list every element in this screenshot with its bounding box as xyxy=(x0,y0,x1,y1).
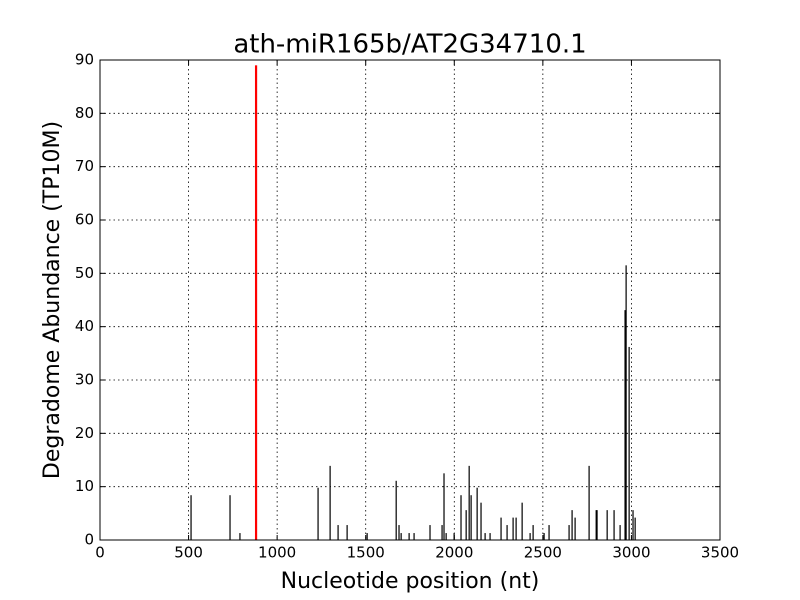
x-tick-label: 0 xyxy=(95,544,105,562)
y-tick-label: 80 xyxy=(75,104,94,122)
bar xyxy=(625,265,627,540)
bar xyxy=(229,495,231,540)
bar xyxy=(329,465,331,540)
x-tick-label: 500 xyxy=(174,544,203,562)
bar xyxy=(613,510,615,540)
bar xyxy=(441,525,443,540)
bar xyxy=(317,487,319,540)
plot-area: 0 10 20 30 40 50 60 70 80 90 0 500 1000 1500 2000 2500 3… xyxy=(75,51,739,562)
y-tick-label: 10 xyxy=(75,477,94,495)
bar xyxy=(596,510,598,540)
bar xyxy=(588,465,590,540)
bar xyxy=(254,65,258,540)
bar xyxy=(413,533,415,540)
bar xyxy=(512,517,514,540)
bar xyxy=(521,502,523,540)
bar xyxy=(571,510,573,540)
bar xyxy=(366,533,368,540)
bar xyxy=(484,533,486,540)
bar xyxy=(445,533,447,540)
x-tick-label: 2500 xyxy=(524,544,562,562)
bar xyxy=(500,517,502,540)
bar xyxy=(574,517,576,540)
bar xyxy=(632,510,634,540)
y-tick-label: 30 xyxy=(75,371,94,389)
bar xyxy=(443,473,445,540)
bar xyxy=(395,480,397,540)
y-tick-label: 70 xyxy=(75,157,94,175)
chart-title: ath-miR165b/AT2G34710.1 xyxy=(233,30,586,60)
y-tick-label: 0 xyxy=(84,531,94,549)
axes-frame xyxy=(99,59,721,541)
bar xyxy=(408,533,410,540)
bar xyxy=(529,533,531,540)
bar xyxy=(543,533,545,540)
bar xyxy=(515,517,517,540)
bar xyxy=(568,525,570,540)
bar xyxy=(468,465,470,540)
x-tick-label: 1500 xyxy=(347,544,385,562)
y-tick-label: 50 xyxy=(75,264,94,282)
bar xyxy=(190,495,192,540)
bar xyxy=(476,487,478,540)
bar xyxy=(239,533,241,540)
bar xyxy=(595,510,597,540)
bar xyxy=(634,517,636,540)
bar xyxy=(465,510,467,540)
bar xyxy=(628,346,630,540)
bar xyxy=(337,525,339,540)
y-tick-label: 20 xyxy=(75,424,94,442)
bar xyxy=(532,525,534,540)
y-tick-label: 90 xyxy=(75,51,94,69)
bar xyxy=(470,495,472,540)
x-tick-label: 3000 xyxy=(612,544,650,562)
bar xyxy=(489,533,491,540)
bar xyxy=(619,525,621,540)
bar xyxy=(400,533,402,540)
bar xyxy=(480,502,482,540)
x-tick-label: 2000 xyxy=(435,544,473,562)
bar xyxy=(606,510,608,540)
x-axis-label: Nucleotide position (nt) xyxy=(281,569,540,594)
bar xyxy=(429,525,431,540)
bar xyxy=(460,495,462,540)
x-tick-label: 1000 xyxy=(258,544,296,562)
bar xyxy=(506,525,508,540)
bar xyxy=(624,310,626,540)
y-tick-label: 60 xyxy=(75,211,94,229)
x-tick-label: 3500 xyxy=(701,544,739,562)
bar xyxy=(398,525,400,540)
bar xyxy=(453,533,455,540)
y-tick-label: 40 xyxy=(75,317,94,335)
bar xyxy=(346,525,348,540)
bar xyxy=(548,525,550,540)
y-axis-label: Degradome Abundance (TP10M) xyxy=(40,121,65,479)
